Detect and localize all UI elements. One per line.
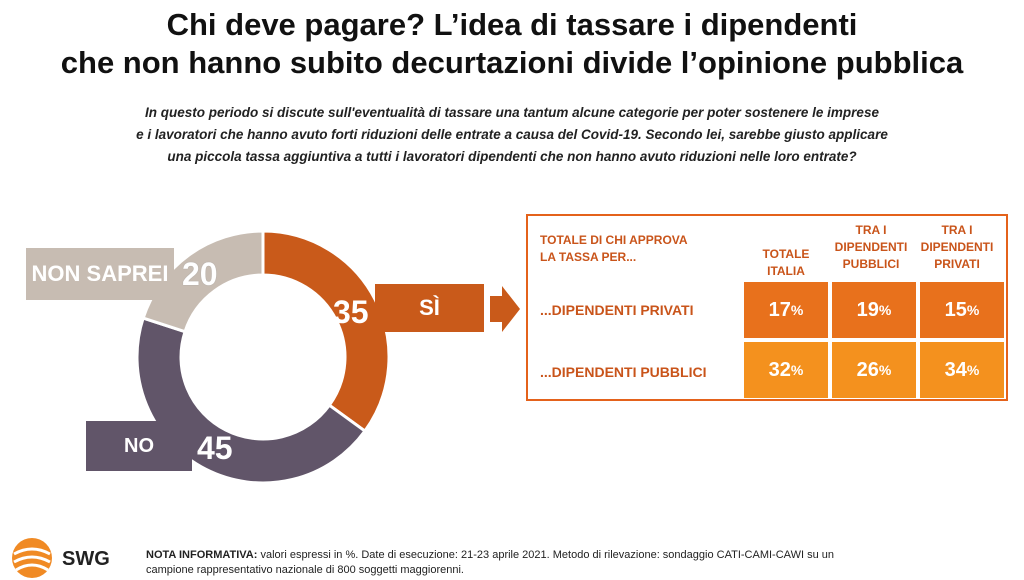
row-label-dipendenti-pubblici: ...DIPENDENTI PUBBLICI xyxy=(540,364,707,380)
cell-unit: % xyxy=(878,302,892,318)
column-header-totale-italia: TOTALE ITALIA xyxy=(746,246,826,280)
table-cell-pubblici-totale: 32% xyxy=(744,342,828,398)
column-header-line: TOTALE xyxy=(762,247,810,261)
cell-value: 15 xyxy=(944,298,967,321)
donut-chart xyxy=(135,229,391,485)
value-label-si: 35 xyxy=(333,294,369,330)
cell-value: 17 xyxy=(768,298,791,321)
cell-unit: % xyxy=(790,302,804,318)
column-header-line: TRA I xyxy=(941,223,973,237)
question-line-3: una piccola tassa aggiuntiva a tutti i l… xyxy=(167,149,857,164)
footer-note-line-1: NOTA INFORMATIVA: valori espressi in %. … xyxy=(146,548,866,563)
column-header-line: PUBBLICI xyxy=(842,257,900,271)
row-label-dipendenti-privati: ...DIPENDENTI PRIVATI xyxy=(540,302,694,318)
cell-value: 19 xyxy=(856,298,879,321)
swg-logo-icon xyxy=(12,538,52,578)
table-cell-privati-privati: 15% xyxy=(920,282,1004,338)
question-text: In questo periodo si discute sull'eventu… xyxy=(80,102,944,168)
table-cell-privati-pubblici: 19% xyxy=(832,282,916,338)
footer-note: NOTA INFORMATIVA: valori espressi in %. … xyxy=(146,548,866,578)
cell-unit: % xyxy=(966,302,980,318)
title-line-2: che non hanno subito decurtazioni divide… xyxy=(60,45,964,80)
table-cell-pubblici-pubblici: 26% xyxy=(832,342,916,398)
column-header-dipendenti-privati: TRA I DIPENDENTI PRIVATI xyxy=(917,222,997,273)
footer-note-label: NOTA INFORMATIVA: xyxy=(146,549,258,561)
cell-unit: % xyxy=(878,362,892,378)
swg-logo-text: SWG xyxy=(62,548,110,570)
value-label-no: 45 xyxy=(197,430,233,466)
cell-value: 32 xyxy=(768,358,791,381)
table-cell-pubblici-privati: 34% xyxy=(920,342,1004,398)
table-cell-privati-totale: 17% xyxy=(744,282,828,338)
legend-label-no: NO xyxy=(86,421,192,471)
arrow-right-icon xyxy=(490,286,520,332)
table-header-main-line: TOTALE DI CHI APPROVA xyxy=(540,233,688,247)
footer-note-line-2: campione rappresentativo nazionale di 80… xyxy=(146,564,464,576)
column-header-dipendenti-pubblici: TRA I DIPENDENTI PUBBLICI xyxy=(831,222,911,273)
table-header-main-line: LA TASSA PER... xyxy=(540,250,637,264)
value-label-non-saprei: 20 xyxy=(182,256,218,292)
legend-label-si: SÌ xyxy=(375,284,484,332)
legend-label-non-saprei: NON SAPREI xyxy=(26,248,174,300)
cell-unit: % xyxy=(966,362,980,378)
cell-value: 26 xyxy=(856,358,879,381)
page-title: Chi deve pagare? L’idea di tassare i dip… xyxy=(0,6,1024,82)
donut-slice-si xyxy=(261,229,391,434)
cell-value: 34 xyxy=(944,358,967,381)
column-header-line: DIPENDENTI xyxy=(920,240,994,254)
question-line-1: In questo periodo si discute sull'eventu… xyxy=(145,105,879,120)
title-line-1: Chi deve pagare? L’idea di tassare i dip… xyxy=(166,7,858,42)
column-header-line: TRA I xyxy=(855,223,887,237)
column-header-line: ITALIA xyxy=(767,264,805,278)
question-line-2: e i lavoratori che hanno avuto forti rid… xyxy=(136,127,888,142)
cell-unit: % xyxy=(790,362,804,378)
column-header-line: PRIVATI xyxy=(934,257,980,271)
table-header-main: TOTALE DI CHI APPROVA LA TASSA PER... xyxy=(540,232,740,266)
donut-slice-no xyxy=(135,316,368,485)
column-header-line: DIPENDENTI xyxy=(834,240,908,254)
approval-table: TOTALE DI CHI APPROVA LA TASSA PER... TO… xyxy=(526,214,1008,401)
footer-note-text: valori espressi in %. Date di esecuzione… xyxy=(257,549,834,561)
